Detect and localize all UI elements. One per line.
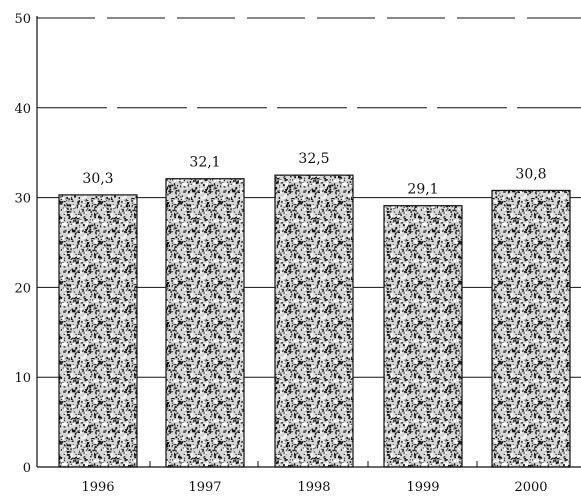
x-tick-label-1999: 1999 [406,480,439,495]
y-tick-label-20: 20 [14,281,31,296]
y-tick-label-40: 40 [14,102,31,117]
y-tick-label-50: 50 [14,12,31,27]
data-label-1996: 30,3 [82,171,113,187]
bar-1998 [274,174,354,468]
y-tick-label-10: 10 [14,371,31,386]
data-label-2000: 30,8 [515,166,546,182]
labels: 0 10 20 30 40 50 30,3 1996 32,1 1997 32,5 1998 29,1 1… [14,12,547,495]
data-label-1997: 32,1 [189,155,220,171]
y-tick-label-30: 30 [14,192,31,207]
bar-1999 [383,205,463,468]
bar-1996 [58,194,138,468]
x-tick-label-1997: 1997 [188,480,221,495]
axes [36,16,581,468]
y-tick-label-0: 0 [23,461,31,476]
bars [58,174,571,468]
x-tick-label-1996: 1996 [81,480,114,495]
x-tick-label-2000: 2000 [514,480,547,495]
x-tick-label-1998: 1998 [297,480,330,495]
bar-2000 [491,189,571,468]
bar-1997 [165,178,245,468]
data-label-1999: 29,1 [407,182,438,198]
data-label-1998: 32,5 [298,151,329,167]
